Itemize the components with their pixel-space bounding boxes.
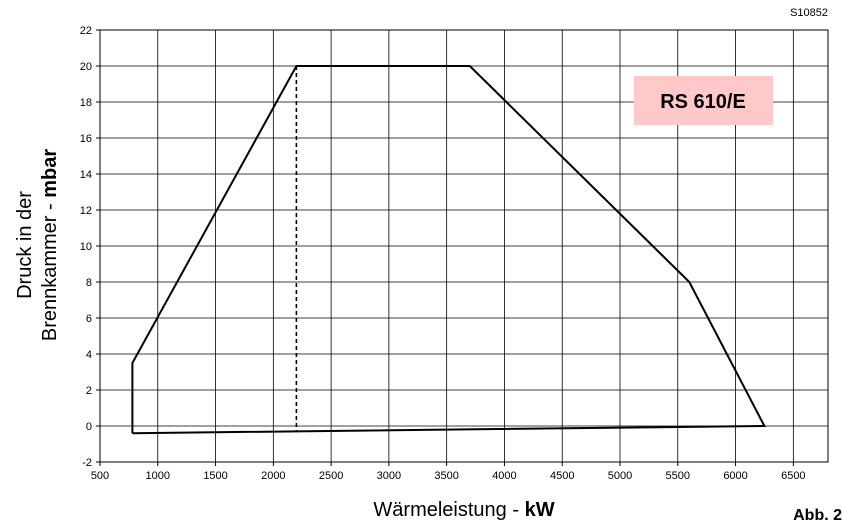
model-label: RS 610/E — [660, 91, 746, 113]
y-tick-label: 18 — [80, 97, 92, 109]
y-axis-label-main: Brennkammer - — [39, 198, 61, 341]
y-tick-label: 8 — [86, 277, 92, 289]
y-tick-label: 0 — [86, 421, 92, 433]
x-axis-label: Wärmeleistung - kW — [373, 499, 554, 521]
y-tick-label: 14 — [80, 169, 92, 181]
y-tick-label: 12 — [80, 205, 92, 217]
x-tick-label: 2000 — [261, 470, 285, 482]
series-lines — [131, 65, 767, 435]
y-axis-label-unit: mbar — [39, 149, 61, 198]
x-tick-label: 1500 — [203, 470, 227, 482]
x-tick-label: 5500 — [666, 470, 690, 482]
x-tick-labels: 500 1000 1500 2000 2500 3000 3500 4000 4500 5000 5… — [91, 470, 806, 482]
x-tick-label: 3500 — [434, 470, 458, 482]
y-tick-label: 20 — [80, 61, 92, 73]
y-tick-label: 10 — [80, 241, 92, 253]
y-tick-label: 22 — [80, 25, 92, 37]
x-axis-label-unit: kW — [525, 499, 555, 521]
drawing-code: S10852 — [790, 7, 828, 19]
y-tick-labels: -2 0 2 4 6 8 10 12 14 16 18 20 22 — [80, 25, 92, 469]
x-tick-label: 5000 — [608, 470, 632, 482]
x-tick-label: 4500 — [550, 470, 574, 482]
y-tick-label: 2 — [86, 385, 92, 397]
x-tick-label: 3000 — [377, 470, 401, 482]
y-axis-label-line2: Brennkammer - mbar — [39, 149, 61, 341]
y-tick-label: 6 — [86, 313, 92, 325]
x-tick-label: 500 — [91, 470, 109, 482]
x-tick-label: 2500 — [319, 470, 343, 482]
x-tick-label: 6000 — [723, 470, 747, 482]
x-tick-label: 6500 — [781, 470, 805, 482]
y-tick-label: -2 — [82, 457, 92, 469]
x-tick-label: 4000 — [492, 470, 516, 482]
y-tick-label: 16 — [80, 133, 92, 145]
y-tick-label: 4 — [86, 349, 92, 361]
x-tick-label: 1000 — [146, 470, 170, 482]
model-label-badge — [634, 76, 773, 125]
x-axis-label-main: Wärmeleistung - — [373, 499, 524, 521]
operating-envelope-line — [131, 65, 767, 435]
y-axis-label-line1: Druck in der — [14, 191, 36, 299]
figure-label: Abb. 2 — [793, 507, 842, 524]
